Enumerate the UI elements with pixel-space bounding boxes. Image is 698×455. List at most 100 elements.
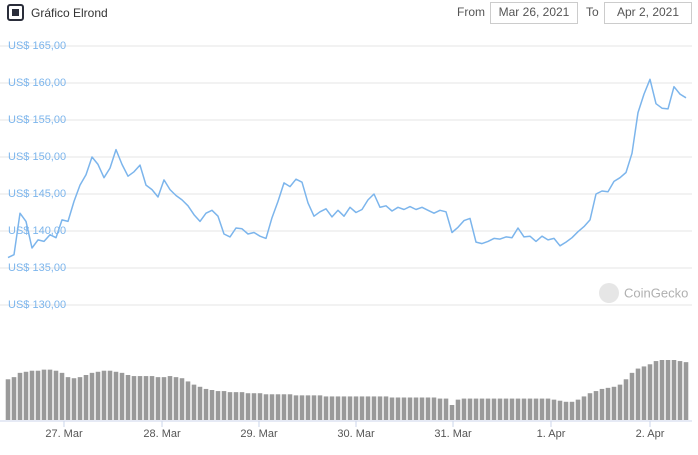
- volume-bar: [89, 372, 95, 420]
- volume-bar: [389, 397, 395, 420]
- volume-bar: [611, 386, 617, 420]
- volume-bar: [653, 361, 659, 420]
- volume-bar: [251, 393, 257, 420]
- volume-bar: [383, 396, 389, 420]
- volume-bar: [617, 384, 623, 420]
- volume-bar: [29, 370, 35, 420]
- volume-bar: [665, 360, 671, 420]
- volume-bar: [671, 360, 677, 420]
- watermark-logo: [599, 283, 619, 303]
- volume-bar: [173, 377, 179, 420]
- volume-bar: [605, 387, 611, 420]
- y-tick-label: US$ 150,00: [8, 151, 66, 163]
- volume-bar: [11, 377, 17, 420]
- volume-bar: [341, 396, 347, 420]
- volume-bar: [167, 376, 173, 420]
- volume-bar: [317, 395, 323, 420]
- volume-bar: [125, 375, 131, 420]
- volume-bar: [275, 394, 281, 420]
- y-tick-label: US$ 155,00: [8, 114, 66, 126]
- volume-bar: [437, 398, 443, 420]
- volume-bar: [581, 396, 587, 420]
- volume-bar: [557, 400, 563, 420]
- y-tick-label: US$ 130,00: [8, 299, 66, 311]
- to-date: Apr 2, 2021: [617, 5, 679, 19]
- volume-bar: [53, 370, 59, 420]
- volume-bar: [455, 399, 461, 420]
- volume-bar: [203, 388, 209, 420]
- volume-bar: [113, 371, 119, 420]
- volume-bar: [239, 392, 245, 420]
- volume-bar: [47, 369, 53, 420]
- volume-bar: [149, 376, 155, 420]
- volume-bar: [41, 369, 47, 420]
- volume-bar: [197, 386, 203, 420]
- volume-bar: [161, 377, 167, 420]
- volume-bar: [401, 397, 407, 420]
- volume-bar: [413, 397, 419, 420]
- x-tick-label: 31. Mar: [434, 428, 472, 440]
- volume-bar: [467, 398, 473, 420]
- x-tick-label: 30. Mar: [337, 428, 375, 440]
- y-tick-label: US$ 135,00: [8, 262, 66, 274]
- volume-bar: [509, 398, 515, 420]
- volume-bar: [443, 398, 449, 420]
- y-tick-label: US$ 165,00: [8, 40, 66, 52]
- price-line: [7, 78, 687, 259]
- volume-bar: [107, 370, 113, 420]
- volume-bar: [359, 396, 365, 420]
- volume-bar: [83, 375, 89, 420]
- volume-bar: [119, 372, 125, 420]
- volume-bar: [515, 398, 521, 420]
- volume-bar: [575, 399, 581, 420]
- volume-bar: [299, 395, 305, 420]
- volume-bar: [593, 391, 599, 420]
- volume-bar: [677, 361, 683, 420]
- volume-bar: [647, 364, 653, 420]
- volume-bar: [257, 393, 263, 420]
- volume-bar: [137, 376, 143, 420]
- volume-bar: [569, 401, 575, 420]
- volume-bar: [155, 377, 161, 420]
- volume-bar: [533, 398, 539, 420]
- volume-bar: [323, 396, 329, 420]
- volume-bar: [371, 396, 377, 420]
- volume-bar: [209, 390, 215, 420]
- volume-bar: [527, 398, 533, 420]
- volume-bar: [293, 395, 299, 420]
- volume-bar: [95, 371, 101, 420]
- volume-bar: [485, 398, 491, 420]
- volume-bar: [329, 396, 335, 420]
- volume-bar: [431, 397, 437, 420]
- volume-bar: [71, 378, 77, 420]
- volume-bar: [65, 377, 71, 420]
- volume-bar: [641, 366, 647, 420]
- chart-title: Gráfico Elrond: [31, 6, 108, 20]
- volume-bar: [101, 370, 107, 420]
- volume-bar: [269, 394, 275, 420]
- volume-bar: [17, 372, 23, 420]
- volume-bar: [683, 362, 689, 420]
- to-label: To: [586, 5, 599, 19]
- volume-bar: [503, 398, 509, 420]
- volume-bar: [353, 396, 359, 420]
- volume-bar: [263, 394, 269, 420]
- volume-bar: [473, 398, 479, 420]
- volume-bar: [143, 376, 149, 420]
- volume-bar: [281, 394, 287, 420]
- volume-bar: [551, 399, 557, 420]
- volume-bar: [491, 398, 497, 420]
- volume-bar: [497, 398, 503, 420]
- volume-bar: [305, 395, 311, 420]
- from-date-input[interactable]: [490, 2, 578, 24]
- x-tick-label: 28. Mar: [143, 428, 181, 440]
- volume-bar: [5, 379, 11, 420]
- x-tick-label: 2. Apr: [636, 428, 665, 440]
- volume-bar: [395, 397, 401, 420]
- to-date-input[interactable]: [604, 2, 692, 24]
- volume-bar: [245, 393, 251, 420]
- volume-bar: [179, 378, 185, 420]
- volume-bar: [377, 396, 383, 420]
- from-date: Mar 26, 2021: [499, 5, 570, 19]
- y-tick-label: US$ 140,00: [8, 225, 66, 237]
